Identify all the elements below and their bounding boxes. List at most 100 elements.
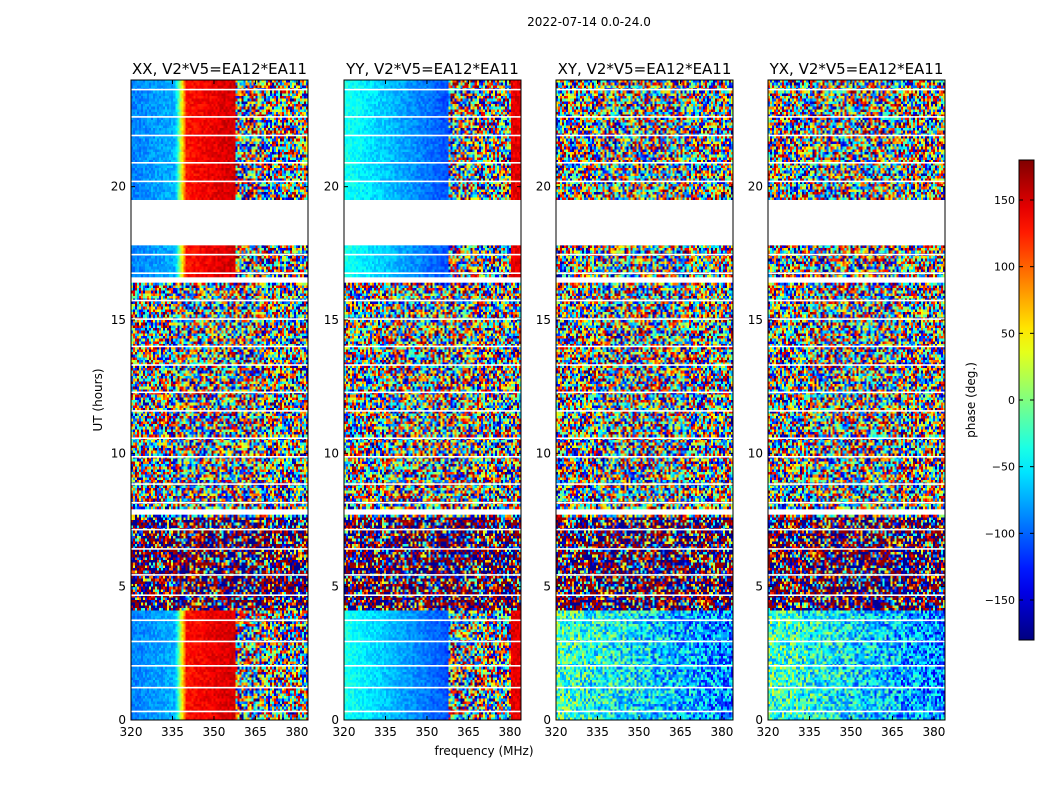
panel-frame: [130, 79, 309, 721]
flagged-row: [768, 686, 945, 689]
y-tick-label: 5: [755, 580, 763, 594]
flagged-row: [556, 686, 733, 689]
flagged-row: [556, 528, 733, 531]
x-tick-label: 320: [757, 725, 780, 739]
heatmap-image-yx: [768, 80, 945, 720]
flagged-row: [768, 318, 945, 320]
x-tick-label: 335: [161, 725, 184, 739]
colorbar-tick-label: −150: [985, 594, 1015, 607]
panel-title: XY, V2*V5=EA12*EA11: [558, 60, 732, 78]
flagged-row: [556, 594, 733, 597]
x-axis-label: frequency (MHz): [434, 744, 533, 758]
flagged-row: [131, 619, 308, 622]
flagged-row: [344, 686, 521, 689]
x-tick-label: 335: [586, 725, 609, 739]
colorbar-tick-label: 150: [994, 194, 1015, 207]
colorbar-tick-label: 50: [1001, 327, 1015, 340]
flagged-row: [344, 437, 521, 440]
flagged-region: [344, 509, 521, 515]
y-tick-label: 0: [543, 713, 551, 727]
flagged-row: [131, 272, 308, 274]
flagged-row: [131, 88, 308, 91]
flagged-row: [344, 207, 521, 210]
x-tick-label: 365: [881, 725, 904, 739]
flagged-row: [344, 116, 521, 118]
y-tick-label: 15: [111, 313, 126, 327]
flagged-row: [131, 364, 308, 366]
flagged-row: [556, 665, 733, 667]
flagged-row: [131, 226, 308, 229]
flagged-row: [131, 391, 308, 394]
flagged-row: [768, 410, 945, 412]
flagged-row: [131, 116, 308, 118]
x-tick-label: 335: [798, 725, 821, 739]
flagged-row: [344, 548, 521, 550]
flagged-row: [768, 548, 945, 550]
flagged-row: [344, 501, 521, 504]
flagged-region: [768, 509, 945, 515]
flagged-row: [344, 299, 521, 302]
flagged-row: [556, 253, 733, 256]
flagged-row: [768, 162, 945, 164]
flagged-row: [344, 88, 521, 91]
flagged-row: [344, 253, 521, 256]
flagged-row: [131, 686, 308, 689]
flagged-row: [768, 207, 945, 210]
flagged-row: [131, 299, 308, 302]
y-tick-label: 10: [536, 446, 551, 460]
flagged-row: [344, 162, 521, 164]
flagged-row: [344, 619, 521, 622]
y-tick-label: 0: [331, 713, 339, 727]
y-tick-label: 15: [536, 313, 551, 327]
y-tick-label: 5: [331, 580, 339, 594]
flagged-row: [344, 456, 521, 458]
flagged-row: [344, 710, 521, 713]
flagged-row: [131, 437, 308, 440]
heatmap-image-xy: [556, 80, 733, 720]
flagged-row: [131, 207, 308, 210]
flagged-row: [131, 640, 308, 643]
flagged-row: [556, 548, 733, 550]
flagged-row: [556, 710, 733, 713]
y-tick-label: 20: [748, 180, 763, 194]
flagged-row: [556, 437, 733, 440]
flagged-row: [131, 528, 308, 531]
heatmap-image-xx: [131, 80, 308, 720]
flagged-region: [768, 277, 945, 283]
colorbar-tick-label: 100: [994, 261, 1015, 274]
flagged-row: [768, 364, 945, 366]
flagged-row: [556, 226, 733, 229]
flagged-row: [344, 134, 521, 137]
x-tick-label: 365: [669, 725, 692, 739]
y-tick-label: 20: [324, 180, 339, 194]
panel-xy: XY, V2*V5=EA12*EA11 320 335 350 365 380 0 5 10 15…: [536, 60, 734, 739]
flagged-row: [768, 528, 945, 531]
flagged-row: [556, 574, 733, 576]
panel-yx: YX, V2*V5=EA12*EA11 320 335 350 365 380 0 5 10 15…: [748, 60, 946, 739]
flagged-region: [131, 200, 308, 246]
flagged-region: [556, 277, 733, 283]
flagged-row: [131, 253, 308, 256]
flagged-row: [344, 364, 521, 366]
panel-title: YY, V2*V5=EA12*EA11: [345, 60, 519, 78]
flagged-row: [768, 226, 945, 229]
flagged-row: [768, 88, 945, 91]
x-tick-label: 320: [545, 725, 568, 739]
y-tick-label: 10: [324, 446, 339, 460]
flagged-row: [131, 318, 308, 320]
x-tick-label: 380: [922, 725, 945, 739]
flagged-row: [556, 483, 733, 485]
x-tick-label: 350: [416, 725, 439, 739]
flagged-row: [556, 88, 733, 91]
flagged-row: [344, 410, 521, 412]
x-tick-label: 380: [285, 725, 308, 739]
panels-group: XX, V2*V5=EA12*EA11 320 335 350 365 380 0 5 10 15…: [111, 60, 946, 739]
flagged-row: [768, 180, 945, 183]
flagged-row: [131, 345, 308, 348]
flagged-row: [768, 272, 945, 274]
panel-frame: [767, 79, 946, 721]
flagged-row: [768, 665, 945, 667]
flagged-row: [344, 483, 521, 485]
flagged-row: [768, 594, 945, 597]
flagged-row: [131, 162, 308, 164]
